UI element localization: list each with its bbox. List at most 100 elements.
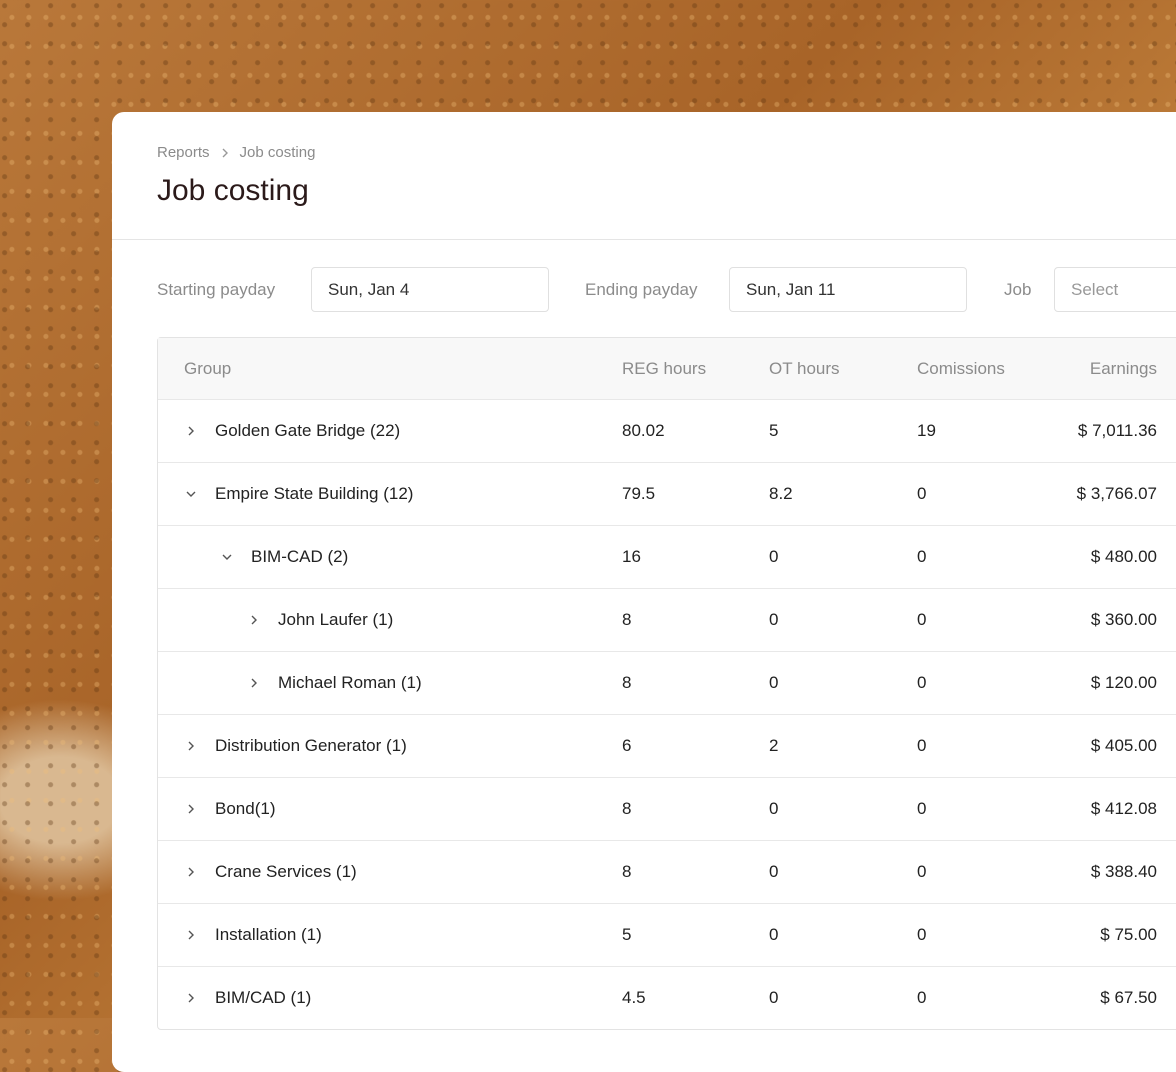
cell-value: 79.5: [622, 484, 656, 503]
table-row: Golden Gate Bridge (22) 80.02 5 19 $ 7,011.3…: [158, 399, 1176, 462]
chevron: [188, 741, 194, 751]
cell-value: 8: [622, 799, 632, 818]
group-name: John Laufer (1): [278, 610, 394, 629]
report-table: Group REG hours OT hours Comissions Earnings…: [157, 337, 1176, 1030]
cell-value: 0: [917, 484, 927, 503]
cell-value: $ 3,766.07: [1076, 484, 1157, 503]
cell-value: 2: [769, 736, 779, 755]
table-row: BIM/CAD (1) 4.5 0 0 $ 67.50: [158, 966, 1176, 1029]
cell-value: $ 412.08: [1090, 799, 1157, 818]
cell-value: 8.2: [769, 484, 793, 503]
group-name: Crane Services (1): [215, 862, 357, 881]
chevron: [188, 426, 194, 436]
page: Reports Job costing Job costing Starting…: [0, 0, 1176, 1030]
cell-value: 0: [769, 799, 779, 818]
page-title: Job costing: [157, 174, 309, 207]
cell-value: 0: [917, 736, 927, 755]
chevron: [188, 804, 194, 814]
chevron: [251, 615, 257, 625]
cell-value: 0: [769, 988, 779, 1007]
cell-value: 0: [917, 673, 927, 692]
cell-value: 16: [622, 547, 641, 566]
expand-toggle[interactable]: [185, 425, 197, 437]
cell-value: 0: [917, 610, 927, 629]
cell-value: 4.5: [622, 988, 646, 1007]
column-header[interactable]: Comissions: [917, 359, 1005, 378]
expand-toggle[interactable]: [185, 929, 197, 941]
cell-value: $ 67.50: [1100, 988, 1157, 1007]
cell-value: 0: [769, 925, 779, 944]
cell-value: 5: [769, 421, 779, 440]
expand-toggle[interactable]: [185, 803, 197, 815]
expand-toggle[interactable]: [185, 992, 197, 1004]
chevron: [188, 930, 194, 940]
group-name: BIM/CAD (1): [215, 988, 312, 1007]
cell-value: $ 405.00: [1090, 736, 1157, 755]
table-row: Installation (1) 5 0 0 $ 75.00: [158, 903, 1176, 966]
cell-value: $ 75.00: [1100, 925, 1157, 944]
chevron: [251, 678, 257, 688]
cell-value: 0: [917, 988, 927, 1007]
cell-value: 0: [769, 610, 779, 629]
expand-toggle[interactable]: [185, 488, 197, 500]
cell-value: 0: [917, 799, 927, 818]
expand-toggle[interactable]: [185, 740, 197, 752]
cell-value: 8: [622, 673, 632, 692]
table-row: Distribution Generator (1) 6 2 0 $ 405.00: [158, 714, 1176, 777]
table-row: Crane Services (1) 8 0 0 $ 388.40: [158, 840, 1176, 903]
column-header[interactable]: REG hours: [622, 359, 707, 378]
expand-toggle[interactable]: [248, 614, 260, 626]
group-name: Michael Roman (1): [278, 673, 422, 692]
group-name: Golden Gate Bridge (22): [215, 421, 401, 440]
chevron: [222, 554, 232, 560]
breadcrumb-link[interactable]: Reports: [157, 144, 210, 161]
expand-toggle[interactable]: [185, 866, 197, 878]
expand-toggle[interactable]: [221, 551, 233, 563]
breadcrumb: Reports Job costing: [157, 144, 315, 161]
expand-toggle[interactable]: [248, 677, 260, 689]
cell-value: $ 388.40: [1090, 862, 1157, 881]
cell-value: $ 120.00: [1090, 673, 1157, 692]
cell-value: 0: [917, 862, 927, 881]
cell-value: 0: [769, 862, 779, 881]
cell-value: 5: [622, 925, 632, 944]
cell-value: $ 360.00: [1090, 610, 1157, 629]
cell-value: $ 7,011.36: [1077, 421, 1157, 440]
cell-value: 80.02: [622, 421, 665, 440]
table-row: Bond(1) 8 0 0 $ 412.08: [158, 777, 1176, 840]
group-name: Empire State Building (12): [215, 484, 414, 503]
table-row: BIM-CAD (2) 16 0 0 $ 480.00: [158, 525, 1176, 588]
job-select[interactable]: Select: [1054, 267, 1176, 312]
date-input[interactable]: Sun, Jan 4: [311, 267, 549, 312]
cell-value: 8: [622, 862, 632, 881]
chevron: [186, 491, 196, 497]
cell-value: $ 480.00: [1090, 547, 1157, 566]
table-header: Group REG hours OT hours Comissions Earnings: [158, 338, 1176, 399]
cell-value: 0: [769, 547, 779, 566]
cell-value: 0: [917, 547, 927, 566]
filter-label: Starting payday: [157, 280, 276, 299]
group-name: BIM-CAD (2): [251, 547, 349, 566]
breadcrumb-current: Job costing: [239, 144, 316, 161]
breadcrumb-separator: [222, 148, 228, 157]
table-row: Michael Roman (1) 8 0 0 $ 120.00: [158, 651, 1176, 714]
divider: [112, 239, 1176, 240]
table-row: John Laufer (1) 8 0 0 $ 360.00: [158, 588, 1176, 651]
group-name: Distribution Generator (1): [215, 736, 407, 755]
group-name: Installation (1): [215, 925, 322, 944]
cell-value: 0: [917, 925, 927, 944]
column-header[interactable]: Group: [184, 359, 232, 378]
cell-value: 0: [769, 673, 779, 692]
date-input[interactable]: Sun, Jan 11: [729, 267, 967, 312]
cell-value: 8: [622, 610, 632, 629]
column-header[interactable]: Earnings: [1089, 359, 1157, 378]
chevron: [188, 993, 194, 1003]
cell-value: 6: [622, 736, 632, 755]
column-header[interactable]: OT hours: [769, 359, 840, 378]
cell-value: 19: [917, 421, 936, 440]
report-panel: Reports Job costing Job costing Starting…: [112, 112, 1176, 1072]
chevron: [188, 867, 194, 877]
table-row: Empire State Building (12) 79.5 8.2 0 $ 3,76…: [158, 462, 1176, 525]
filter-label: Ending payday: [585, 280, 698, 299]
group-name: Bond(1): [215, 799, 276, 818]
